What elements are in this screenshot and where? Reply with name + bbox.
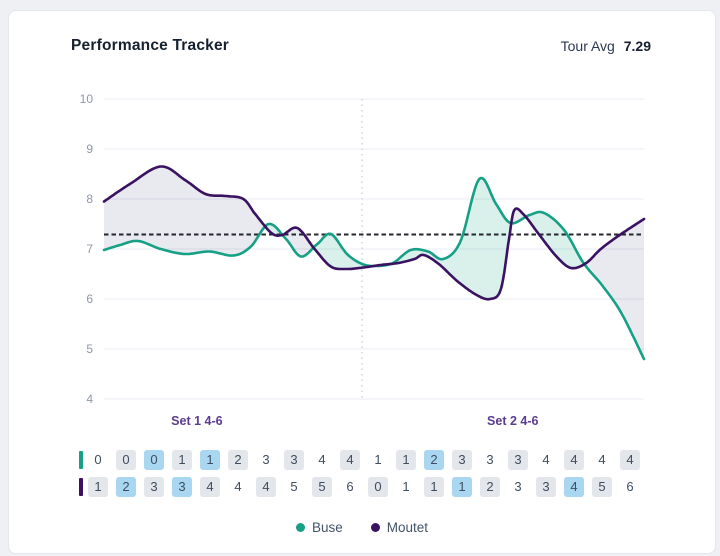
game-score-cell: 3 (262, 452, 270, 467)
game-score-cell: 2 (228, 450, 248, 470)
game-score-cell: 1 (452, 477, 472, 497)
game-score-cell: 3 (486, 452, 494, 467)
game-score-cell: 3 (284, 450, 304, 470)
page-title: Performance Tracker (71, 37, 230, 54)
game-score-cell: 4 (598, 452, 606, 467)
performance-chart[interactable] (102, 98, 646, 400)
set-label-2: Set 2 4-6 (487, 414, 539, 428)
tour-avg: Tour Avg 7.29 (561, 38, 651, 54)
game-score-cell: 3 (508, 450, 528, 470)
game-score-cell: 1 (424, 477, 444, 497)
y-axis-tick: 4 (86, 392, 93, 406)
game-score-cell: 3 (536, 477, 556, 497)
band-moutet-above (104, 166, 266, 256)
y-axis-tick: 8 (86, 192, 93, 206)
y-axis-tick: 9 (86, 142, 93, 156)
game-score-cell: 3 (452, 450, 472, 470)
legend-dot (370, 523, 380, 532)
game-score-cell: 5 (312, 477, 332, 497)
performance-tracker-card: Performance Tracker Tour Avg 7.29 Buse Mo… (8, 10, 716, 554)
game-score-cell: 0 (144, 450, 164, 470)
game-score-cell: 5 (592, 477, 612, 497)
game-score-cell: 1 (374, 452, 382, 467)
tour-avg-value: 7.29 (623, 38, 651, 54)
legend-label: Buse (311, 520, 343, 535)
game-score-cell: 3 (144, 477, 164, 497)
game-score-cell: 2 (424, 450, 444, 470)
game-score-cell: 4 (234, 479, 242, 494)
moutet-line (102, 165, 646, 301)
game-score-cell: 4 (620, 450, 640, 470)
game-score-cell: 1 (402, 479, 410, 494)
game-score-cell: 3 (172, 477, 192, 497)
game-score-cell: 4 (564, 450, 584, 470)
band-moutet-above (512, 208, 526, 224)
game-score-cell: 2 (480, 477, 500, 497)
game-score-cell: 3 (514, 479, 522, 494)
band-moutet-above (585, 219, 644, 359)
legend-item-buse[interactable]: Buse (295, 520, 343, 535)
player-marker-buse (79, 451, 83, 469)
game-score-cell: 1 (396, 450, 416, 470)
band-moutet-above (283, 227, 314, 257)
chart-legend: Buse Moutet (9, 520, 715, 535)
player-marker-moutet (79, 478, 83, 496)
game-score-cell: 5 (290, 479, 298, 494)
game-score-cell: 6 (626, 479, 634, 494)
game-score-cell: 4 (340, 450, 360, 470)
band-buse-above (391, 178, 512, 300)
game-score-cell: 2 (116, 477, 136, 497)
game-score-cell: 1 (88, 477, 108, 497)
game-score-cell: 6 (346, 479, 354, 494)
tour-avg-label: Tour Avg (560, 38, 615, 54)
game-score-cell: 4 (200, 477, 220, 497)
y-axis-tick: 10 (79, 92, 93, 106)
game-score-cell: 4 (256, 477, 276, 497)
band-buse-above (266, 223, 283, 236)
game-score-cell: 0 (116, 450, 136, 470)
game-score-cell: 0 (368, 477, 388, 497)
game-score-cell: 1 (172, 450, 192, 470)
y-axis-tick: 7 (86, 242, 93, 256)
game-score-cell: 0 (94, 452, 102, 467)
game-score-cell: 4 (542, 452, 550, 467)
legend-dot (295, 523, 305, 532)
y-axis-tick: 6 (86, 292, 93, 306)
legend-label: Moutet (386, 520, 429, 535)
game-score-cell: 4 (318, 452, 326, 467)
band-buse-above (526, 212, 585, 269)
y-axis-tick: 5 (86, 342, 93, 356)
game-score-cell: 4 (564, 477, 584, 497)
set-label-1: Set 1 4-6 (171, 414, 223, 428)
legend-item-moutet[interactable]: Moutet (370, 520, 429, 535)
game-score-cell: 1 (200, 450, 220, 470)
